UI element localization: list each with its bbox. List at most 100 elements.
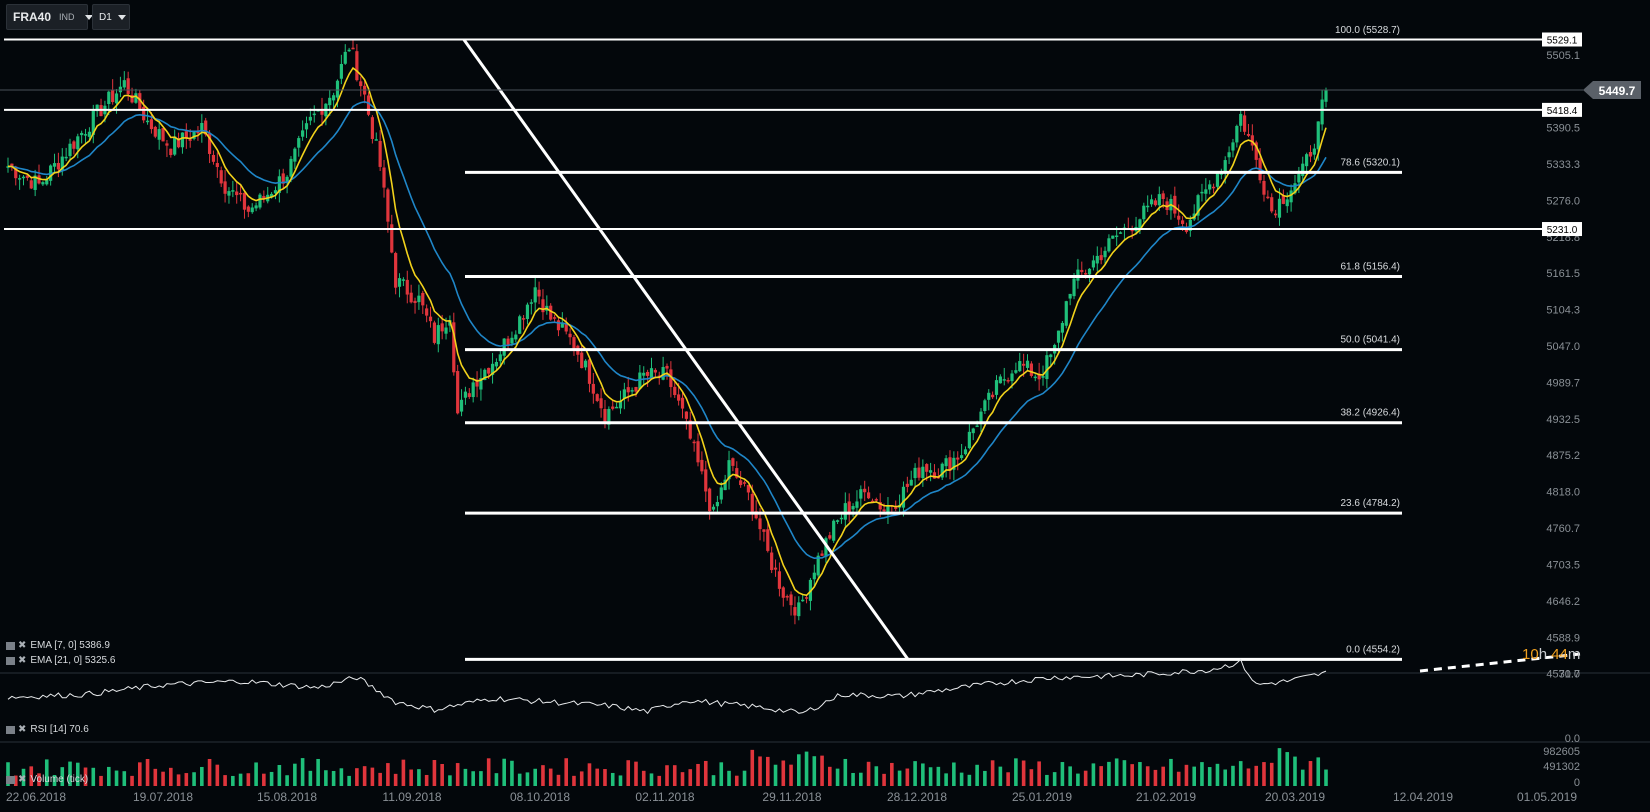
volume-bar	[1045, 774, 1049, 786]
candle-body	[312, 113, 316, 116]
candle-body	[940, 463, 944, 478]
volume-bar	[913, 761, 917, 786]
volume-bar	[1006, 772, 1010, 786]
candle-body	[200, 123, 204, 132]
volume-bar	[153, 768, 158, 786]
candle-body	[638, 372, 642, 389]
candle-body	[758, 518, 762, 530]
rsi-tick-label: 0.0	[1565, 733, 1580, 745]
volume-bar	[37, 773, 41, 786]
time-tick-label: 21.02.2019	[1136, 790, 1196, 804]
volume-bar	[696, 763, 700, 786]
volume-bar	[734, 775, 739, 786]
candle-body	[1215, 173, 1220, 187]
candle-body	[611, 406, 615, 409]
candle-body	[1130, 229, 1134, 232]
candle-body	[1041, 376, 1045, 378]
candle-body	[436, 325, 440, 345]
candle-body	[188, 139, 192, 141]
candle-body	[165, 143, 169, 146]
volume-bar	[789, 764, 793, 786]
candle-body	[894, 507, 898, 509]
candle-body	[1056, 330, 1061, 343]
volume-bar	[952, 762, 956, 786]
fib-level-label: 0.0 (4554.2)	[1346, 644, 1400, 655]
candle-body	[859, 489, 863, 499]
close-icon[interactable]: ✖	[18, 774, 27, 785]
settings-icon[interactable]	[6, 775, 15, 784]
volume-bar	[1238, 761, 1243, 786]
candle-body	[851, 506, 855, 510]
volume-bar	[254, 762, 258, 786]
volume-bar	[828, 766, 832, 786]
candle-body	[1180, 220, 1185, 224]
candle-body	[615, 406, 619, 409]
volume-bar	[238, 773, 243, 786]
candle-body	[1270, 197, 1274, 212]
candle-body	[273, 190, 278, 194]
candle-body	[572, 337, 576, 349]
volume-bar	[1122, 760, 1127, 786]
candle-body	[556, 320, 561, 331]
volume-bar	[998, 766, 1003, 786]
volume-bar	[176, 774, 181, 786]
candle-body	[235, 191, 239, 196]
candle-body	[351, 47, 355, 50]
volume-bar	[13, 775, 18, 786]
candle-body	[494, 361, 499, 367]
candle-body	[991, 394, 995, 398]
volume-bar	[510, 760, 514, 786]
candle-body	[1297, 173, 1301, 183]
candle-body	[231, 190, 235, 192]
candle-body	[1107, 238, 1111, 252]
candle-body	[483, 369, 487, 381]
volume-bar	[401, 759, 406, 786]
volume-bar	[21, 768, 26, 786]
candle-body	[196, 131, 200, 134]
volume-bar	[122, 771, 127, 786]
candle-body	[68, 143, 72, 157]
close-icon[interactable]: ✖	[18, 640, 27, 651]
candle-body	[487, 367, 491, 374]
candle-body	[18, 178, 22, 180]
candle-body	[1165, 201, 1169, 211]
volume-tick-label: 982605	[1543, 746, 1580, 758]
timeframe-selector[interactable]: D1	[92, 4, 130, 30]
candle-body	[1157, 194, 1161, 206]
candle-body	[14, 166, 18, 179]
candle-body	[514, 334, 518, 340]
candle-body	[1064, 301, 1068, 326]
candle-body	[1250, 135, 1254, 146]
candle-body	[1246, 134, 1251, 136]
symbol-selector[interactable]: FRA40 IND	[6, 4, 93, 30]
candle-body	[238, 192, 243, 195]
candle-body	[603, 408, 607, 424]
candle-body	[258, 194, 262, 208]
candle-body	[207, 133, 212, 154]
time-tick-label: 29.11.2018	[762, 790, 821, 804]
candle-body	[479, 377, 483, 390]
settings-icon[interactable]	[6, 725, 15, 734]
settings-icon[interactable]	[6, 641, 15, 650]
close-icon[interactable]: ✖	[18, 655, 27, 666]
volume-bar	[246, 773, 251, 786]
candle-body	[708, 488, 712, 512]
volume-bar	[1076, 773, 1080, 786]
candle-body	[1091, 260, 1096, 268]
price-tick-label: 5161.5	[1546, 268, 1580, 280]
candle-body	[498, 354, 502, 362]
volume-bar	[285, 775, 289, 786]
volume-bar	[975, 764, 979, 786]
candle-body	[971, 428, 975, 434]
candle-body	[742, 482, 747, 484]
close-icon[interactable]: ✖	[18, 724, 27, 735]
candle-body	[471, 382, 475, 398]
settings-icon[interactable]	[6, 656, 15, 665]
candle-body	[1254, 142, 1258, 160]
candle-body	[824, 538, 828, 557]
volume-bar	[386, 763, 390, 786]
candle-body	[692, 441, 696, 444]
candle-body	[289, 158, 293, 177]
candle-body	[583, 360, 588, 368]
